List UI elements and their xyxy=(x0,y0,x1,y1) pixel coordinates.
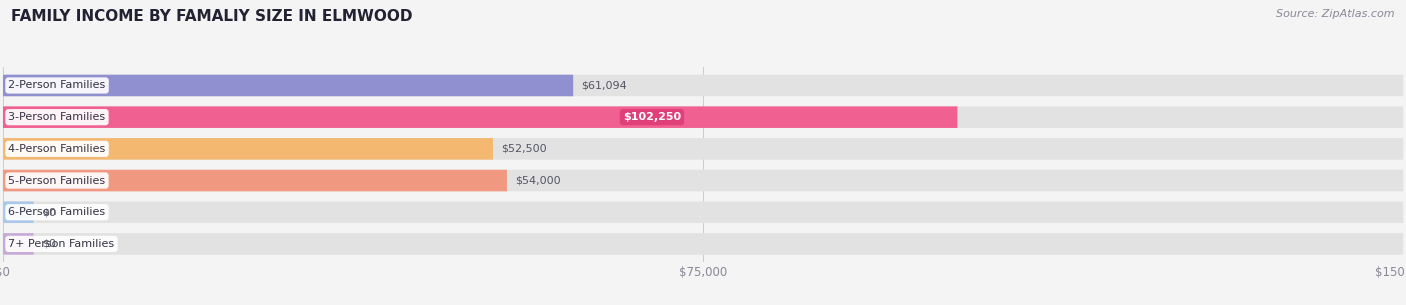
Text: $0: $0 xyxy=(42,239,56,249)
Text: $54,000: $54,000 xyxy=(516,176,561,185)
FancyBboxPatch shape xyxy=(3,106,957,128)
FancyBboxPatch shape xyxy=(3,138,1403,160)
Text: $61,094: $61,094 xyxy=(582,81,627,91)
FancyBboxPatch shape xyxy=(3,170,508,191)
FancyBboxPatch shape xyxy=(3,202,34,223)
FancyBboxPatch shape xyxy=(3,75,574,96)
Text: 4-Person Families: 4-Person Families xyxy=(8,144,105,154)
Text: 7+ Person Families: 7+ Person Families xyxy=(8,239,114,249)
Text: 3-Person Families: 3-Person Families xyxy=(8,112,105,122)
Text: Source: ZipAtlas.com: Source: ZipAtlas.com xyxy=(1277,9,1395,19)
Text: 2-Person Families: 2-Person Families xyxy=(8,81,105,91)
FancyBboxPatch shape xyxy=(3,202,1403,223)
Text: 6-Person Families: 6-Person Families xyxy=(8,207,105,217)
Text: FAMILY INCOME BY FAMALIY SIZE IN ELMWOOD: FAMILY INCOME BY FAMALIY SIZE IN ELMWOOD xyxy=(11,9,413,24)
Text: $52,500: $52,500 xyxy=(502,144,547,154)
FancyBboxPatch shape xyxy=(3,170,1403,191)
FancyBboxPatch shape xyxy=(3,138,494,160)
FancyBboxPatch shape xyxy=(3,75,1403,96)
Text: 5-Person Families: 5-Person Families xyxy=(8,176,105,185)
FancyBboxPatch shape xyxy=(3,233,1403,255)
FancyBboxPatch shape xyxy=(3,106,1403,128)
FancyBboxPatch shape xyxy=(3,233,34,255)
Text: $102,250: $102,250 xyxy=(623,112,681,122)
Text: $0: $0 xyxy=(42,207,56,217)
